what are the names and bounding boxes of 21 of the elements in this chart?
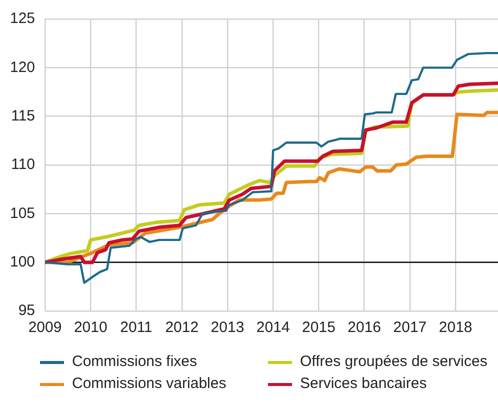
y-tick-label: 95 <box>18 302 36 320</box>
x-tick-label: 2016 <box>348 319 382 336</box>
legend-label: Commissions fixes <box>72 352 198 372</box>
x-tick-label: 2017 <box>393 319 427 336</box>
legend-label: Offres groupées de services <box>300 352 488 372</box>
x-tick-label: 2011 <box>120 319 152 336</box>
x-tick-label: 2015 <box>302 319 336 336</box>
y-tick-label: 110 <box>11 156 36 174</box>
y-tick-label: 125 <box>10 10 36 28</box>
y-tick-label: 100 <box>10 253 36 270</box>
x-tick-label: 2014 <box>256 319 290 336</box>
legend-label: Services bancaires <box>300 374 427 394</box>
x-tick-label: 2009 <box>28 319 62 336</box>
y-tick-label: 105 <box>10 204 36 222</box>
legend-label: Commissions variables <box>72 374 226 394</box>
y-tick-label: 115 <box>11 107 36 124</box>
y-tick-label: 120 <box>10 58 36 76</box>
x-tick-label: 2018 <box>438 319 472 336</box>
x-tick-label: 2010 <box>74 319 108 336</box>
x-tick-label: 2013 <box>210 319 244 336</box>
x-tick-label: 2012 <box>165 319 199 336</box>
